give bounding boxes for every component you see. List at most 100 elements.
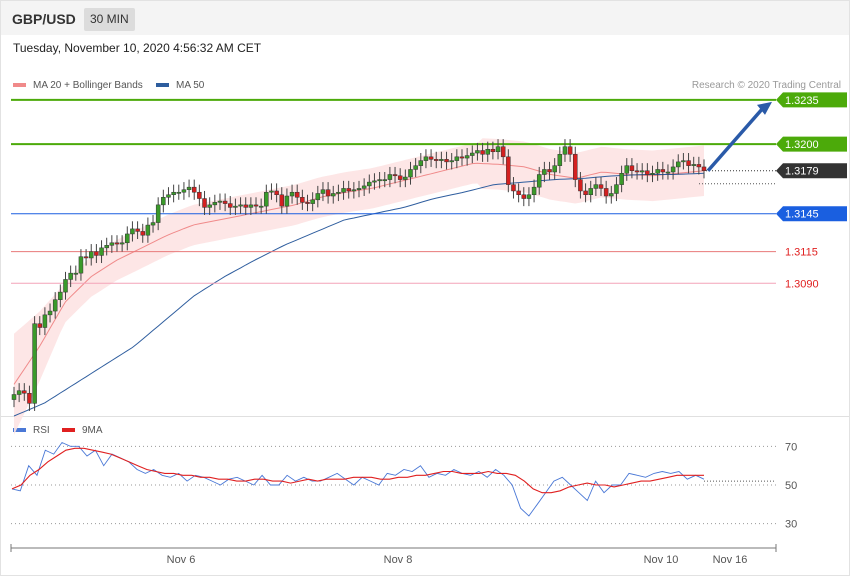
- rsi-series-rsi: [11, 441, 705, 517]
- rsi-series-9ma: [11, 447, 704, 494]
- candle-body: [691, 164, 696, 166]
- candle-body: [676, 161, 681, 168]
- candle-body: [639, 170, 645, 173]
- candle-body: [217, 200, 223, 203]
- candle-body: [171, 191, 176, 196]
- candle-body: [47, 310, 53, 316]
- candle-body: [341, 188, 346, 193]
- candle-body: [454, 156, 460, 161]
- legend-ma20: MA 20 + Bollinger Bands: [13, 80, 143, 91]
- candle-body: [37, 323, 42, 328]
- candle-body: [320, 189, 326, 194]
- candle-body: [470, 152, 475, 156]
- candle-body: [228, 203, 233, 208]
- candle-body: [536, 174, 542, 188]
- level-tag: [776, 163, 847, 179]
- candle-body: [42, 314, 48, 328]
- candle-body: [197, 191, 202, 199]
- candle-body: [650, 173, 655, 175]
- candle-body: [284, 195, 290, 207]
- candle-body: [233, 205, 238, 208]
- candle-body: [511, 184, 516, 192]
- candle-body: [222, 200, 228, 204]
- candle-body: [660, 169, 666, 173]
- candle-body: [439, 159, 444, 161]
- symbol-label: GBP/USD: [12, 11, 76, 27]
- candle-body: [433, 159, 439, 161]
- projection-arrow-head: [757, 101, 772, 115]
- candle-body: [99, 247, 104, 256]
- candle-body: [83, 256, 89, 259]
- candle-body: [68, 272, 73, 280]
- timestamp: Tuesday, November 10, 2020 4:56:32 AM CE…: [13, 41, 262, 55]
- candle-body: [63, 279, 68, 293]
- candle-body: [382, 179, 387, 182]
- candle-body: [603, 188, 609, 197]
- level-label: 1.3090: [785, 278, 819, 290]
- candle-body: [32, 323, 37, 404]
- candle-body: [361, 185, 367, 189]
- candle-body: [186, 186, 192, 190]
- candle-body: [289, 191, 295, 197]
- level-label: 1.3200: [785, 139, 819, 151]
- candle-body: [264, 191, 269, 207]
- candle-body: [161, 197, 166, 206]
- candle-body: [253, 204, 259, 207]
- candle-body: [418, 160, 424, 166]
- chart-header: GBP/USD 30 MIN: [1, 1, 849, 35]
- candle-body: [94, 251, 99, 256]
- level-label: 1.3235: [785, 95, 819, 107]
- rsi-tick-label: 30: [785, 519, 797, 531]
- candle-body: [696, 164, 702, 168]
- candle-body: [176, 191, 182, 194]
- candle-body: [315, 193, 321, 201]
- candle-body: [248, 204, 254, 208]
- candle-body: [521, 194, 527, 199]
- candle-body: [351, 189, 357, 192]
- candle-body: [104, 245, 109, 249]
- candle-body: [119, 242, 125, 245]
- candle-body: [135, 228, 140, 232]
- candle-body: [279, 194, 285, 207]
- projection-arrow-shaft: [706, 105, 766, 172]
- candle-body: [372, 180, 377, 183]
- level-1.3115: 1.3115: [11, 247, 818, 259]
- candle-body: [392, 174, 398, 177]
- level-1.3235: 1.3235: [11, 92, 847, 108]
- x-tick-label: Nov 10: [644, 554, 679, 566]
- candle-body: [88, 251, 94, 259]
- timeframe-button[interactable]: 30 MIN: [84, 8, 135, 31]
- legend-rsi: RSI: [13, 425, 50, 436]
- candle-body: [413, 165, 418, 170]
- candle-body: [387, 174, 393, 180]
- candle-body: [557, 154, 563, 166]
- level-1.3179: 1.3179: [699, 163, 847, 185]
- candle-body: [274, 190, 279, 195]
- candle-body: [609, 193, 614, 197]
- candle-body: [645, 170, 650, 175]
- candle-body: [181, 189, 187, 193]
- candle-body: [681, 160, 686, 163]
- candle-body: [140, 231, 145, 236]
- candle-body: [665, 171, 671, 174]
- candle-body: [531, 186, 537, 196]
- candle-body: [629, 165, 635, 171]
- candle-body: [150, 222, 156, 226]
- candle-body: [598, 184, 604, 189]
- candle-body: [593, 184, 599, 189]
- candle-body: [207, 204, 212, 208]
- ma50-swatch: [156, 83, 169, 88]
- candle-body: [526, 194, 532, 199]
- ma20-legend-label: MA 20 + Bollinger Bands: [33, 80, 143, 91]
- rsi-tick-label: 70: [785, 441, 797, 453]
- candle-body: [506, 156, 511, 185]
- candle-body: [114, 242, 120, 245]
- ma50-legend-label: MA 50: [176, 80, 205, 91]
- candle-body: [459, 156, 465, 159]
- candle-body: [238, 204, 243, 207]
- candle-body: [166, 194, 171, 198]
- candle-body: [16, 390, 22, 395]
- candle-body: [578, 179, 583, 192]
- candle-body: [52, 299, 58, 312]
